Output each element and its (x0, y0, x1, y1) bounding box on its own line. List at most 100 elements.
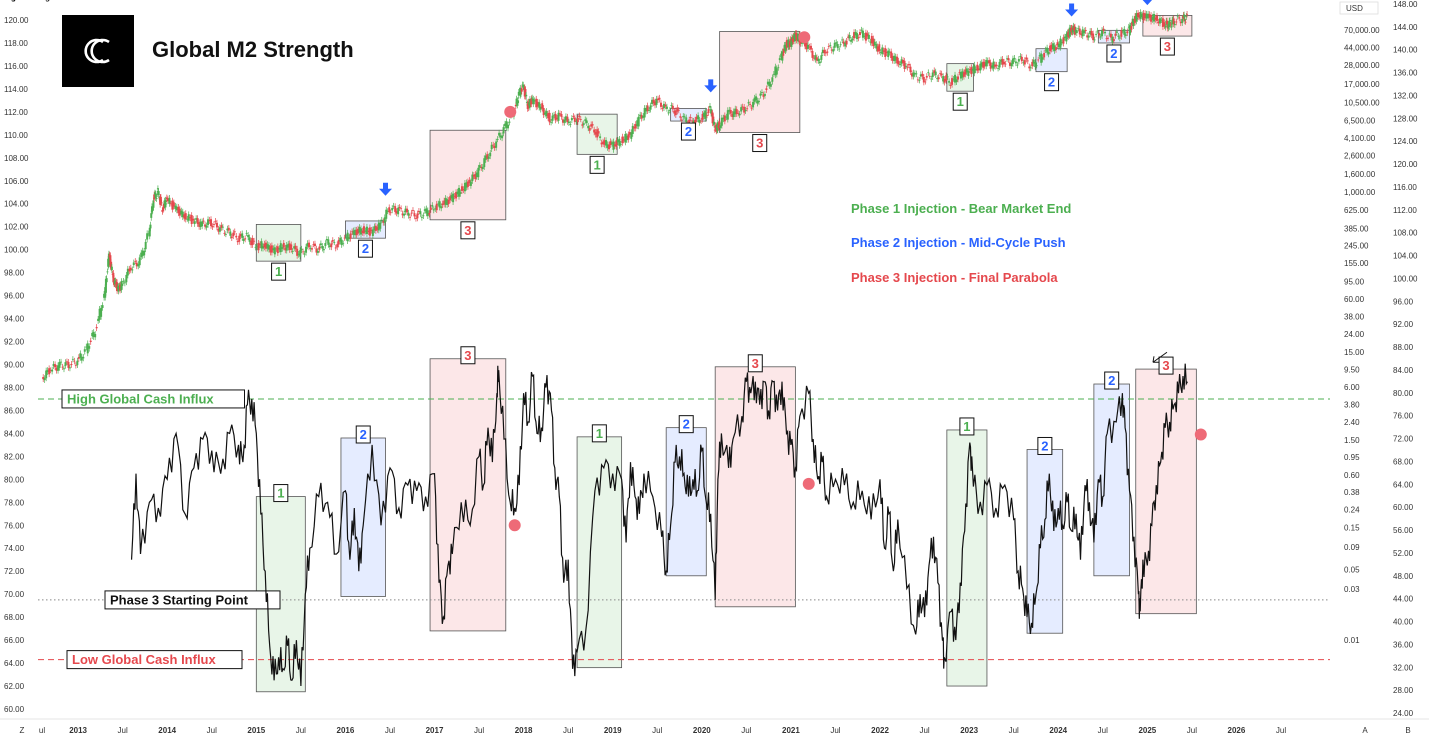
candle-body (230, 236, 233, 239)
candle-body (290, 244, 293, 250)
candle-body (997, 68, 1000, 70)
blue-arrow-icon-3 (1065, 3, 1079, 17)
candle-body (374, 225, 377, 231)
candle-body (496, 139, 499, 140)
candle-body (98, 308, 101, 320)
candle-body (875, 44, 878, 49)
right-tick-14: 92.00 (1393, 320, 1414, 329)
candle-body (787, 39, 790, 48)
candle-body (1055, 47, 1058, 50)
candle-body (254, 246, 257, 248)
btc-tick-25: 0.60 (1344, 471, 1360, 480)
annotation-line2-4: July 2025 (0, 0, 19, 2)
candle-body (934, 71, 937, 76)
candle-body (514, 104, 517, 107)
candle-body (955, 79, 958, 83)
candle-body (1163, 22, 1166, 27)
candle-body (487, 156, 490, 159)
candle-body (1121, 30, 1124, 32)
candle-body (1132, 21, 1135, 27)
btc-tick-29: 0.09 (1344, 543, 1360, 552)
left-tick-17: 86.00 (4, 406, 25, 415)
candle-body (1074, 30, 1077, 32)
btc-tick-1: 44,000.00 (1344, 44, 1380, 53)
candle-body (126, 268, 129, 276)
candle-body (765, 88, 768, 91)
annotation-line2-3: October 2025? (0, 0, 28, 2)
candle-body (49, 370, 52, 371)
candle-body (729, 110, 732, 114)
btc-tick-18: 15.00 (1344, 348, 1365, 357)
candle-body (210, 219, 213, 227)
candle-body (195, 218, 198, 220)
candle-body (891, 56, 894, 61)
candle-body (175, 206, 178, 211)
x-tick-8: 2017 (426, 726, 444, 735)
candle-body (58, 361, 61, 368)
candle-body (830, 49, 833, 51)
candle-body (646, 105, 649, 112)
left-tick-18: 84.00 (4, 429, 25, 438)
right-tick-19: 72.00 (1393, 435, 1414, 444)
phase-badge-box-4 (589, 155, 605, 174)
x-tick-11: Jul (563, 726, 573, 735)
left-tick-1: 118.00 (4, 39, 28, 48)
candle-body (734, 108, 737, 115)
candle-body (65, 361, 68, 363)
candle-body (744, 109, 747, 112)
candle-body (141, 250, 144, 256)
candle-body (662, 103, 665, 109)
candle-body (426, 210, 429, 217)
candle-body (973, 64, 976, 74)
annotation-line1-1: end of money flow (0, 0, 36, 2)
candle-body (667, 112, 670, 114)
candle-body (597, 131, 600, 134)
candle-body (780, 53, 783, 58)
candle-body (763, 94, 766, 96)
right-tick-24: 52.00 (1393, 549, 1414, 558)
right-tick-22: 60.00 (1393, 503, 1414, 512)
candle-body (556, 117, 559, 119)
candle-body (190, 215, 193, 225)
x-edge-left: ul (39, 726, 45, 735)
candle-body (671, 105, 674, 110)
candle-body (851, 38, 854, 41)
candle-body (236, 240, 239, 243)
candle-body (535, 98, 538, 108)
phase-badge-label-16: 3 (752, 356, 759, 371)
candle-body (1182, 14, 1185, 19)
candle-body (51, 369, 54, 372)
btc-tick-27: 0.24 (1344, 506, 1360, 515)
btc-tick-14: 95.00 (1344, 278, 1365, 287)
phase-badge-box-19 (1104, 371, 1120, 390)
candle-body (1134, 16, 1137, 23)
candle-body (310, 248, 313, 250)
candle-body (899, 64, 902, 66)
candle-body (233, 231, 236, 233)
candle-body (988, 60, 991, 64)
candle-body (389, 212, 392, 214)
phase-badge-label-2: 2 (362, 241, 369, 256)
candle-body (1014, 61, 1017, 64)
phase-badge-label-11: 1 (277, 486, 284, 501)
candle-body (570, 118, 573, 121)
candle-body (1131, 21, 1134, 25)
candle-body (122, 280, 125, 282)
candle-body (1168, 20, 1171, 27)
candle-body (762, 94, 765, 97)
candle-body (411, 210, 414, 211)
candle-body (1153, 14, 1156, 22)
candle-body (896, 56, 899, 64)
candle-body (204, 224, 207, 227)
left-tick-8: 104.00 (4, 200, 29, 209)
candle-body (910, 73, 913, 77)
candle-body (92, 332, 95, 337)
right-tick-31: 24.00 (1393, 709, 1414, 718)
candle-body (1183, 14, 1186, 17)
candle-body (548, 112, 551, 123)
candle-body (352, 230, 355, 235)
candle-body (458, 187, 461, 197)
annotation-arrow-icon (1152, 351, 1168, 363)
candle-body (860, 29, 863, 31)
candle-body (480, 166, 483, 168)
